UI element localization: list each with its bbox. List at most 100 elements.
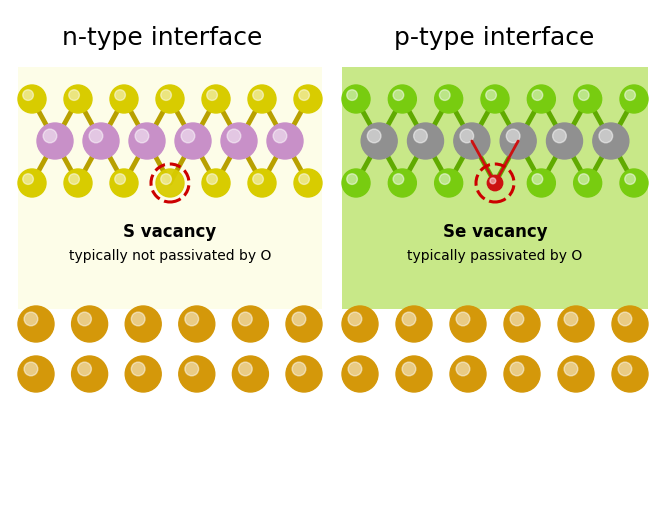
Circle shape xyxy=(574,169,602,197)
Circle shape xyxy=(402,362,416,376)
Circle shape xyxy=(510,362,524,376)
Circle shape xyxy=(131,362,145,376)
Text: Se vacancy: Se vacancy xyxy=(443,222,547,241)
Circle shape xyxy=(299,91,309,101)
Circle shape xyxy=(564,362,578,376)
Circle shape xyxy=(393,175,404,185)
Circle shape xyxy=(207,91,217,101)
Circle shape xyxy=(131,313,145,326)
Circle shape xyxy=(185,362,199,376)
Circle shape xyxy=(161,91,171,101)
Circle shape xyxy=(156,86,184,114)
Circle shape xyxy=(527,169,555,197)
Circle shape xyxy=(625,175,635,185)
Circle shape xyxy=(612,356,648,392)
Text: typically not passivated by O: typically not passivated by O xyxy=(69,248,271,263)
Circle shape xyxy=(408,124,444,160)
Circle shape xyxy=(456,313,470,326)
Circle shape xyxy=(558,306,594,343)
Circle shape xyxy=(564,313,578,326)
FancyBboxPatch shape xyxy=(18,68,322,309)
Circle shape xyxy=(342,169,370,197)
Circle shape xyxy=(238,313,252,326)
Circle shape xyxy=(43,130,57,144)
Circle shape xyxy=(286,306,322,343)
Circle shape xyxy=(78,313,92,326)
Circle shape xyxy=(504,356,540,392)
Circle shape xyxy=(232,356,268,392)
Circle shape xyxy=(292,313,306,326)
Circle shape xyxy=(248,169,276,197)
Circle shape xyxy=(599,130,613,144)
Circle shape xyxy=(273,130,287,144)
Circle shape xyxy=(286,356,322,392)
Circle shape xyxy=(115,91,125,101)
Circle shape xyxy=(115,175,125,185)
Circle shape xyxy=(37,124,73,160)
Circle shape xyxy=(546,124,582,160)
Circle shape xyxy=(578,175,589,185)
Circle shape xyxy=(294,86,322,114)
Circle shape xyxy=(23,91,33,101)
Circle shape xyxy=(414,130,428,144)
Circle shape xyxy=(24,362,38,376)
Circle shape xyxy=(202,86,230,114)
Circle shape xyxy=(487,176,503,191)
Circle shape xyxy=(18,356,54,392)
Text: n-type interface: n-type interface xyxy=(62,26,263,50)
Circle shape xyxy=(72,306,108,343)
Circle shape xyxy=(440,175,450,185)
Circle shape xyxy=(181,130,195,144)
Circle shape xyxy=(179,306,214,343)
Circle shape xyxy=(558,356,594,392)
Circle shape xyxy=(388,169,416,197)
Circle shape xyxy=(618,362,632,376)
Circle shape xyxy=(69,175,80,185)
Circle shape xyxy=(440,91,450,101)
Circle shape xyxy=(24,313,38,326)
Text: S vacancy: S vacancy xyxy=(124,222,216,241)
Circle shape xyxy=(618,313,632,326)
Circle shape xyxy=(396,306,432,343)
Circle shape xyxy=(435,86,463,114)
Circle shape xyxy=(294,169,322,197)
Circle shape xyxy=(620,169,648,197)
Circle shape xyxy=(72,356,108,392)
Circle shape xyxy=(64,169,92,197)
Circle shape xyxy=(532,91,542,101)
Circle shape xyxy=(227,130,241,144)
Circle shape xyxy=(125,356,161,392)
Circle shape xyxy=(161,175,171,185)
Circle shape xyxy=(578,91,589,101)
Circle shape xyxy=(253,175,264,185)
Circle shape xyxy=(454,124,490,160)
Circle shape xyxy=(18,306,54,343)
Circle shape xyxy=(393,91,404,101)
Circle shape xyxy=(238,362,252,376)
Circle shape xyxy=(64,86,92,114)
Circle shape xyxy=(504,306,540,343)
Circle shape xyxy=(481,86,509,114)
Circle shape xyxy=(179,356,214,392)
Circle shape xyxy=(396,356,432,392)
Circle shape xyxy=(486,91,497,101)
Circle shape xyxy=(435,169,463,197)
Circle shape xyxy=(89,130,103,144)
Circle shape xyxy=(510,313,524,326)
Circle shape xyxy=(202,169,230,197)
Circle shape xyxy=(18,86,46,114)
Circle shape xyxy=(620,86,648,114)
Circle shape xyxy=(207,175,217,185)
Circle shape xyxy=(367,130,381,144)
Circle shape xyxy=(342,356,378,392)
Circle shape xyxy=(110,86,138,114)
Circle shape xyxy=(23,175,33,185)
Circle shape xyxy=(490,179,496,184)
Circle shape xyxy=(175,124,211,160)
Circle shape xyxy=(625,91,635,101)
Circle shape xyxy=(532,175,542,185)
Circle shape xyxy=(299,175,309,185)
Circle shape xyxy=(292,362,306,376)
Circle shape xyxy=(361,124,397,160)
Circle shape xyxy=(552,130,566,144)
